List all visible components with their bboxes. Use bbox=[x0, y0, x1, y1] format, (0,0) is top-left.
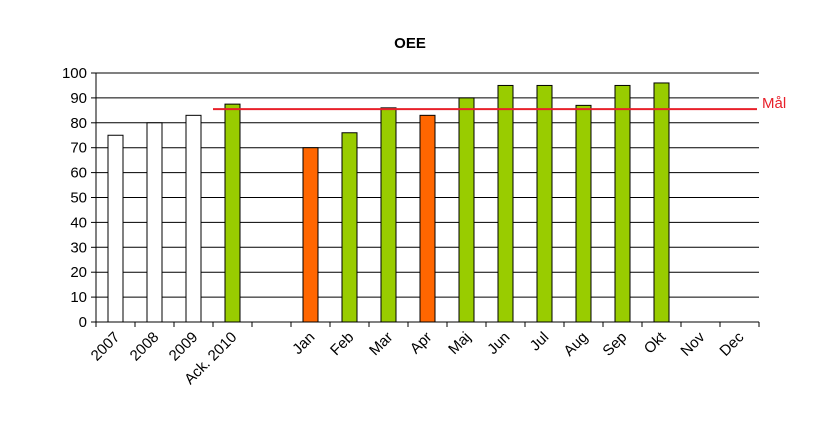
bar-2007 bbox=[107, 134, 124, 323]
bar-feb bbox=[341, 132, 358, 323]
x-tick-label: Maj bbox=[445, 329, 474, 358]
y-tick-labels: 0 10 20 30 40 50 60 70 80 90 100 bbox=[62, 65, 87, 331]
x-tick-label: 2008 bbox=[127, 329, 163, 365]
bar-2009 bbox=[185, 114, 202, 323]
y-tick-label: 20 bbox=[70, 264, 87, 281]
x-tick-label: Mar bbox=[366, 329, 396, 359]
x-tick-label: Jan bbox=[289, 329, 318, 358]
x-tick-label: 2009 bbox=[166, 329, 202, 365]
y-tick-label: 40 bbox=[70, 214, 87, 231]
target-line-group: Mål bbox=[213, 95, 786, 112]
bar-okt bbox=[653, 82, 670, 323]
y-tick-label: 80 bbox=[70, 115, 87, 132]
axes bbox=[91, 72, 760, 327]
x-tick-label: Okt bbox=[641, 328, 670, 357]
x-tick-label: Feb bbox=[327, 329, 357, 359]
bar-jul bbox=[536, 84, 553, 323]
bars bbox=[107, 82, 670, 323]
x-tick-label: Apr bbox=[407, 329, 436, 358]
bar-2008 bbox=[146, 122, 163, 323]
bar-jan bbox=[302, 147, 319, 323]
bar-jun bbox=[497, 84, 514, 323]
x-tick-label: Dec bbox=[716, 328, 747, 359]
y-tick-label: 60 bbox=[70, 165, 87, 182]
x-tick-label: Jul bbox=[527, 329, 553, 355]
target-line-label: Mål bbox=[762, 95, 786, 112]
x-tick-label: Nov bbox=[677, 328, 708, 359]
y-tick-label: 70 bbox=[70, 140, 87, 157]
x-tick-label: 2007 bbox=[88, 329, 124, 365]
bar-ack-2010 bbox=[224, 103, 241, 323]
y-tick-label: 30 bbox=[70, 239, 87, 256]
x-tick-label: Sep bbox=[599, 329, 630, 360]
y-tick-label: 100 bbox=[62, 65, 87, 82]
bar-mar bbox=[380, 107, 397, 323]
y-tick-label: 0 bbox=[79, 314, 87, 331]
x-tick-label: Aug bbox=[560, 329, 591, 360]
bar-maj bbox=[458, 97, 475, 323]
chart-title: OEE bbox=[394, 35, 426, 52]
bar-sep bbox=[614, 84, 631, 323]
bar-aug bbox=[575, 104, 592, 323]
y-tick-label: 90 bbox=[70, 90, 87, 107]
x-tick-label: Jun bbox=[484, 329, 513, 358]
y-tick-label: 10 bbox=[70, 289, 87, 306]
bar-apr bbox=[419, 114, 436, 323]
y-tick-label: 50 bbox=[70, 190, 87, 207]
